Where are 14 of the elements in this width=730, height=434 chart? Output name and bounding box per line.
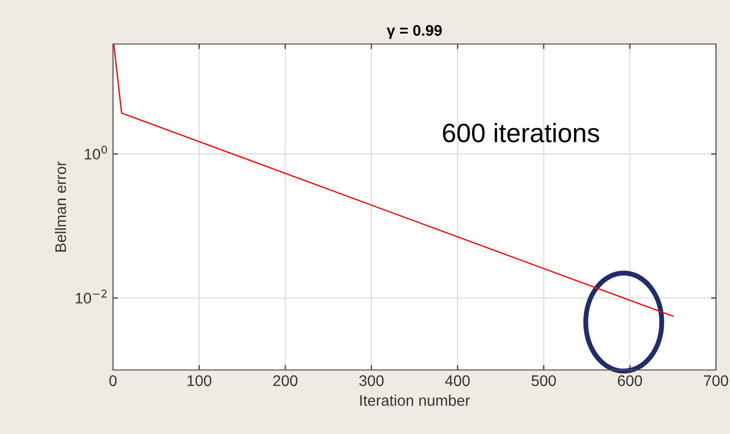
x-tick-label: 100 (188, 375, 212, 386)
x-tick-label: 200 (273, 375, 298, 386)
y-tick-label: 10$^{0}$ (84, 146, 107, 160)
x-tick-label: 700 (704, 375, 728, 386)
x-tick-label: 300 (359, 375, 384, 386)
x-tick-label: 600 (618, 375, 642, 386)
x-tick-label: 500 (532, 375, 556, 386)
x-tick-label: 0 (109, 375, 117, 386)
x-axis-title: Iteration number (360, 394, 470, 406)
y-tick-label: 10$^{−2}$ (76, 290, 107, 304)
annotation: 600 iterations (442, 122, 600, 142)
y-axis-title: Bellman error (54, 161, 66, 252)
chart-title: γ = 0.99 (386, 25, 442, 39)
x-tick-label: 400 (445, 375, 470, 386)
